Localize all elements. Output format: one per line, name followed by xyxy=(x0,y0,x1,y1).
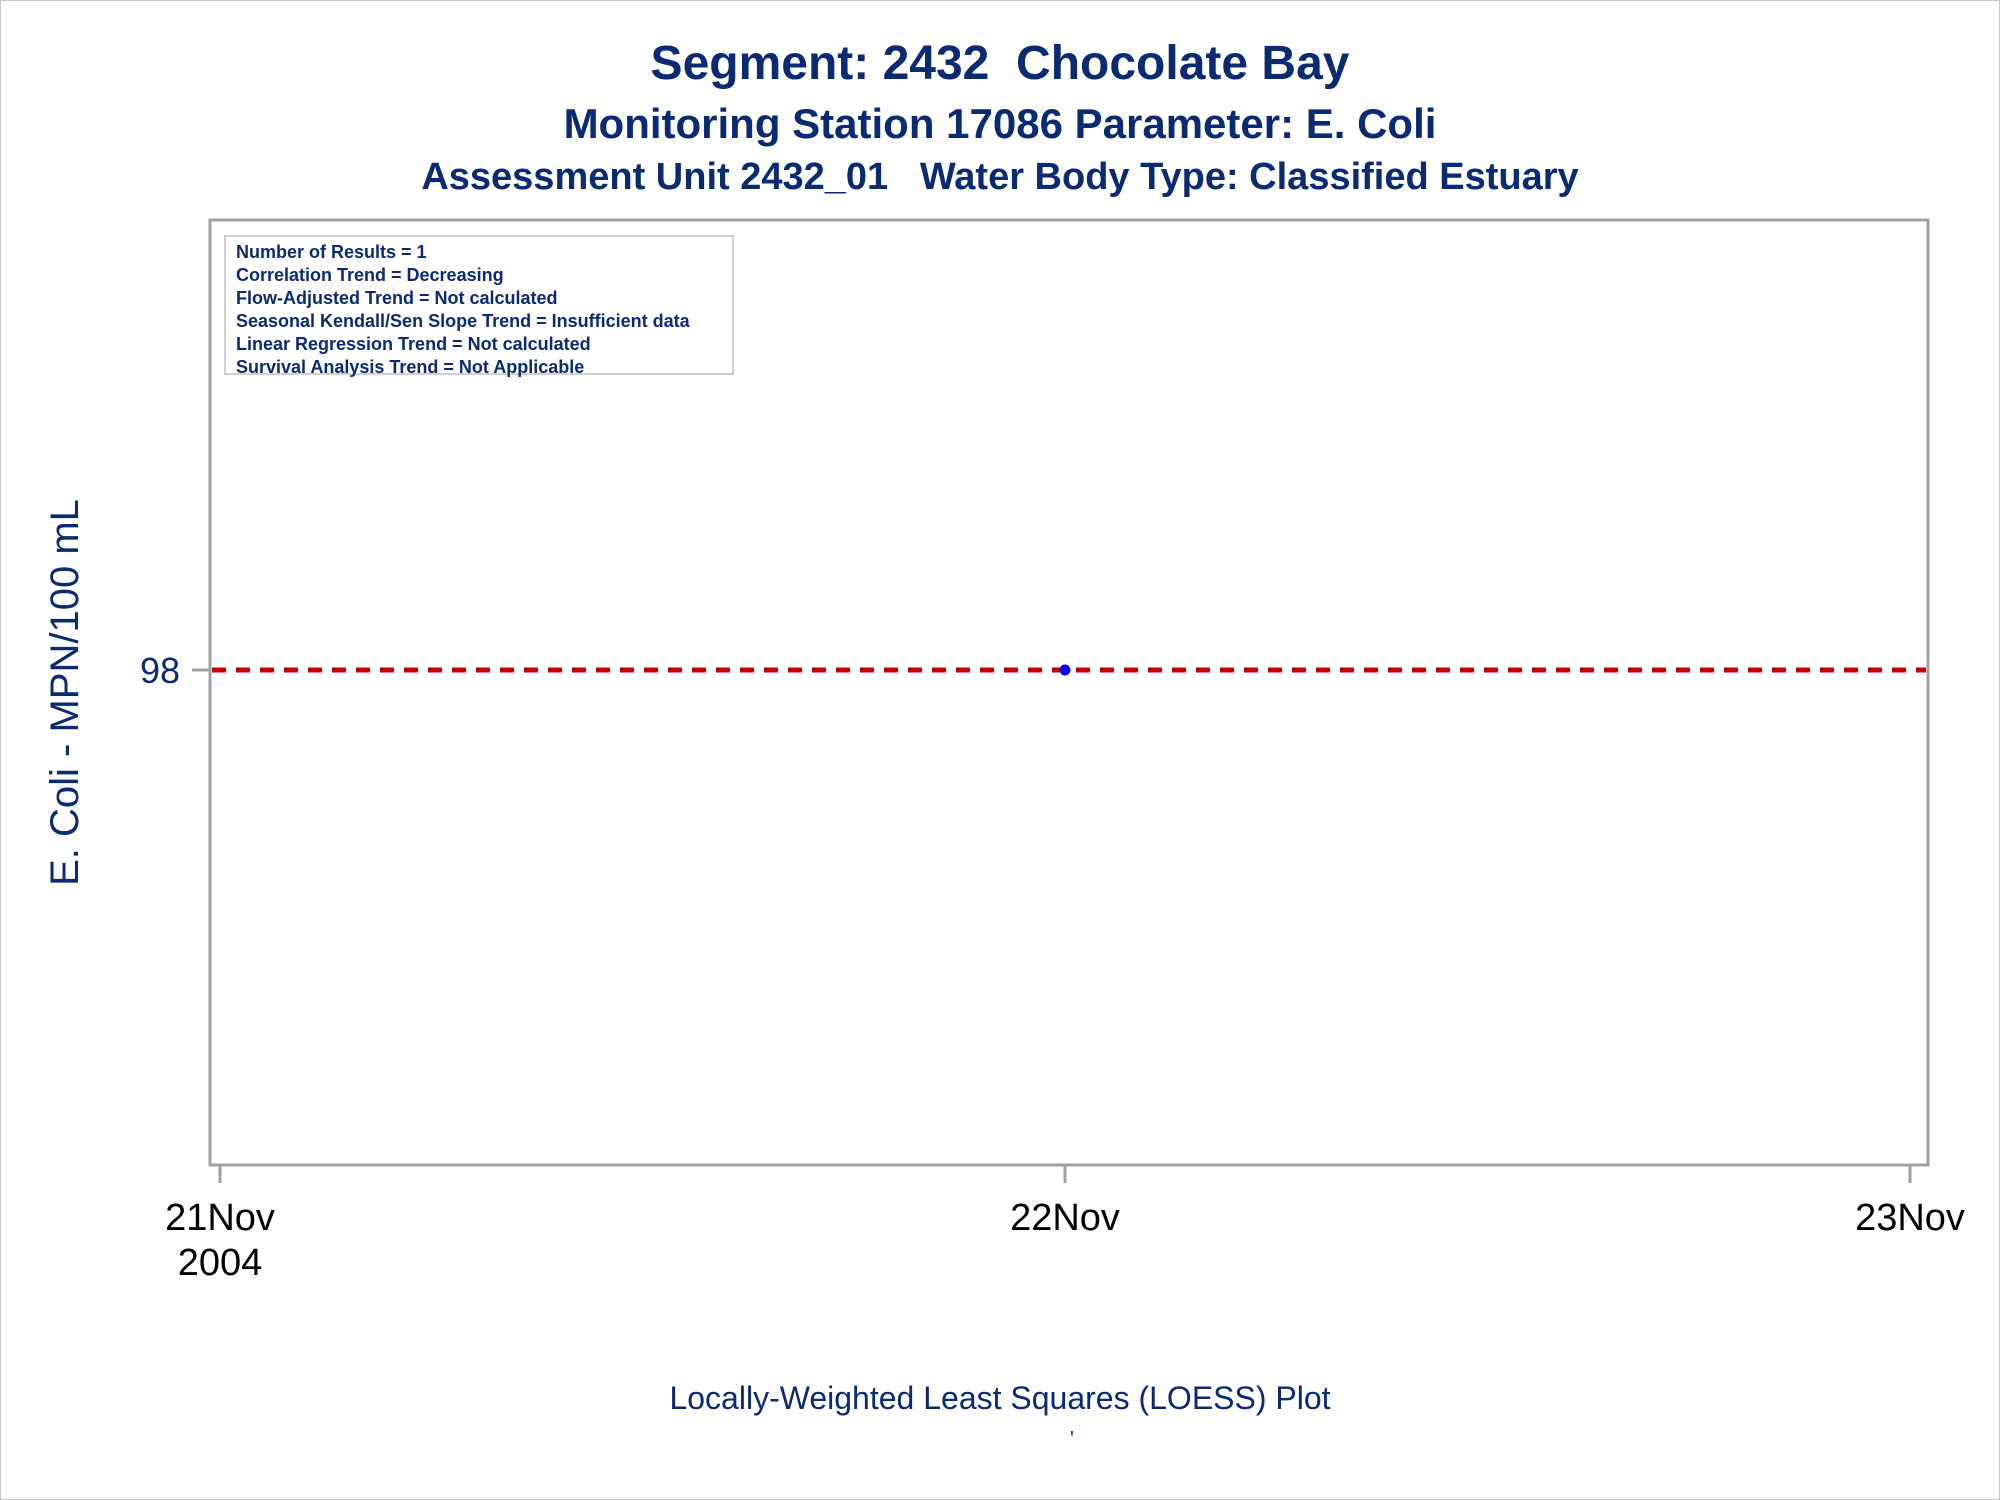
chart-subtitle-2: Assessment Unit 2432_01 Water Body Type:… xyxy=(421,156,1579,198)
x-tick-label-1: 22Nov xyxy=(1010,1197,1120,1239)
chart-subtitle: Monitoring Station 17086 Parameter: E. C… xyxy=(563,100,1437,147)
chart-title: Segment: 2432 Chocolate Bay xyxy=(650,37,1350,90)
x-tick-label-2: 23Nov xyxy=(1855,1197,1965,1239)
x-caption-mark: ' xyxy=(1070,1428,1074,1450)
plot-area xyxy=(208,218,1930,1167)
stat-number-of-results: Number of Results = 1 xyxy=(236,242,427,262)
x-axis-caption: Locally-Weighted Least Squares (LOESS) P… xyxy=(669,1380,1331,1416)
stat-survival-analysis-trend: Survival Analysis Trend = Not Applicable xyxy=(236,357,585,377)
data-point-0 xyxy=(1059,664,1071,676)
y-axis-label: E. Coli - MPN/100 mL xyxy=(43,499,87,886)
stat-linear-regression-trend: Linear Regression Trend = Not calculated xyxy=(236,334,591,354)
x-tick-label-0: 21Nov xyxy=(165,1197,275,1239)
y-tick-label-0: 98 xyxy=(140,650,180,691)
trend-stats-box: Number of Results = 1 Correlation Trend … xyxy=(224,235,734,377)
stat-correlation-trend: Correlation Trend = Decreasing xyxy=(236,265,504,285)
x-tick-sublabel-0: 2004 xyxy=(178,1242,263,1284)
stat-flow-adjusted-trend: Flow-Adjusted Trend = Not calculated xyxy=(236,288,558,308)
stat-seasonal-kendall-trend: Seasonal Kendall/Sen Slope Trend = Insuf… xyxy=(236,311,690,331)
